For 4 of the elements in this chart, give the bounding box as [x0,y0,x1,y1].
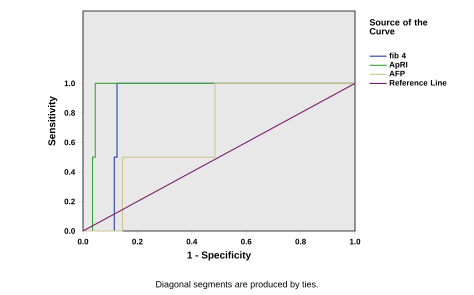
legend-title: Source of the Curve [370,18,428,34]
x-axis-title: 1 - Specificity [188,251,252,261]
text: Diagonal segments are produced by ties. [156,280,318,290]
y-axis-title: Sensitivity [48,96,58,146]
